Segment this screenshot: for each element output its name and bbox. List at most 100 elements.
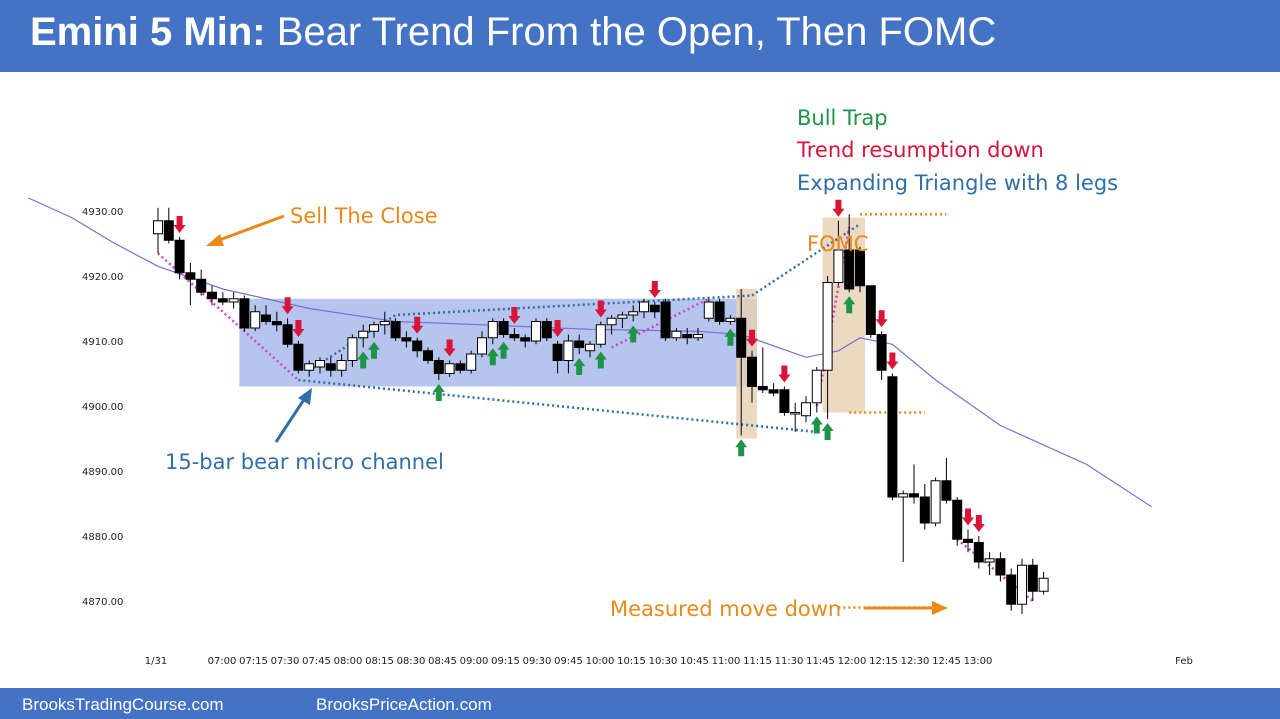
candle-83 — [1038, 571, 1049, 595]
candle-body — [822, 282, 833, 371]
y-tick-label: 4880.00 — [82, 532, 123, 543]
candle-body — [639, 301, 649, 313]
candle-body — [919, 496, 930, 524]
candle-body — [185, 272, 196, 280]
candle-body — [725, 317, 736, 322]
candle-body — [531, 321, 541, 342]
x-tick-label: 12:45 — [932, 656, 961, 667]
candle-55 — [736, 289, 747, 436]
candle-7 — [217, 292, 228, 306]
x-tick-label: 07:00 — [208, 656, 237, 667]
candle-82 — [1027, 558, 1038, 601]
candle-38 — [552, 341, 563, 374]
candle-body — [855, 249, 865, 287]
candle-78 — [984, 552, 995, 575]
candle-body — [401, 337, 412, 342]
candle-26 — [423, 347, 433, 364]
candle-body — [768, 389, 779, 394]
candle-body — [941, 480, 952, 501]
candle-27 — [433, 357, 444, 380]
candle-41 — [585, 341, 595, 358]
candle-35 — [520, 334, 531, 348]
candle-body — [703, 301, 714, 319]
magenta-trendline-1 — [157, 252, 300, 381]
candle-46 — [639, 298, 649, 319]
bear-arrow — [972, 515, 985, 532]
x-tick-label: 12:00 — [838, 656, 867, 667]
candle-body — [347, 337, 358, 361]
trend-lines — [157, 213, 1034, 609]
candle-47 — [649, 302, 660, 319]
trend-resumption-label: Trend resumption down — [796, 138, 1044, 162]
bear-arrow — [594, 300, 607, 318]
candle-body — [153, 220, 163, 235]
candle-70 — [898, 490, 909, 562]
candle-10 — [250, 305, 261, 332]
magenta-trendline-3 — [815, 227, 851, 407]
bull-arrow — [627, 325, 640, 343]
x-tick-label: 10:30 — [649, 656, 678, 667]
candle-59 — [779, 386, 790, 416]
candle-54 — [725, 315, 736, 325]
candle-body — [423, 350, 433, 361]
measured-move-arrowhead — [932, 601, 948, 615]
candle-16 — [315, 357, 325, 374]
candle-72 — [919, 484, 930, 530]
candle-body — [887, 376, 898, 498]
bull-arrow — [821, 423, 834, 440]
bear-arrow — [648, 281, 661, 298]
candle-6 — [207, 285, 217, 306]
triangle-line-1 — [308, 294, 753, 372]
candle-body — [671, 330, 682, 339]
candles — [153, 207, 1049, 614]
candle-76 — [963, 529, 973, 553]
x-tick-label: Feb — [1175, 656, 1193, 667]
footer-right-link[interactable]: BrooksPriceAction.com — [316, 695, 492, 714]
candle-body — [628, 311, 639, 316]
candle-75 — [952, 497, 963, 546]
fomc-label: FOMC — [807, 232, 868, 256]
candle-1 — [153, 207, 163, 254]
footer-left-link[interactable]: BrooksTradingCourse.com — [22, 695, 224, 714]
candle-body — [1038, 577, 1049, 592]
candle-81 — [1017, 558, 1027, 614]
x-tick-label: 10:15 — [617, 656, 646, 667]
candlestick-chart: 4930.00 4920.00 4910.00 4900.00 4890.00 4880.… — [28, 106, 1193, 667]
bull-arrow — [573, 358, 586, 375]
candle-body — [239, 298, 250, 329]
candle-body — [163, 220, 174, 241]
candle-body — [747, 356, 757, 387]
x-tick-label: 11:15 — [743, 656, 772, 667]
x-tick-label: 1/31 — [145, 656, 167, 667]
candle-22 — [379, 311, 390, 335]
candle-40 — [574, 334, 585, 354]
candle-body — [1027, 564, 1038, 592]
candle-body — [207, 291, 217, 300]
x-tick-label: 09:45 — [554, 656, 583, 667]
candle-body — [844, 249, 855, 290]
y-tick-label: 4930.00 — [82, 207, 123, 218]
x-tick-label: 11:00 — [712, 656, 741, 667]
candle-body — [952, 499, 963, 540]
candle-66 — [855, 246, 865, 293]
candle-body — [304, 363, 315, 371]
candle-body — [963, 538, 973, 543]
candle-80 — [1006, 568, 1017, 611]
x-tick-label: 08:30 — [397, 656, 426, 667]
candle-14 — [293, 341, 304, 374]
candle-body — [509, 334, 520, 339]
candle-12 — [271, 311, 282, 332]
candle-33 — [498, 318, 509, 338]
candle-body — [595, 324, 606, 345]
bull-arrow — [810, 416, 823, 434]
candle-45 — [628, 305, 639, 322]
micro-channel-arrowhead — [298, 388, 312, 405]
candle-25 — [412, 337, 423, 358]
bear-arrow — [281, 297, 294, 315]
triangle-line-2 — [751, 222, 861, 297]
candle-30 — [466, 350, 477, 374]
candle-23 — [390, 318, 401, 341]
bull-arrow — [432, 384, 445, 401]
candle-body — [563, 340, 574, 361]
candle-body — [984, 558, 995, 563]
